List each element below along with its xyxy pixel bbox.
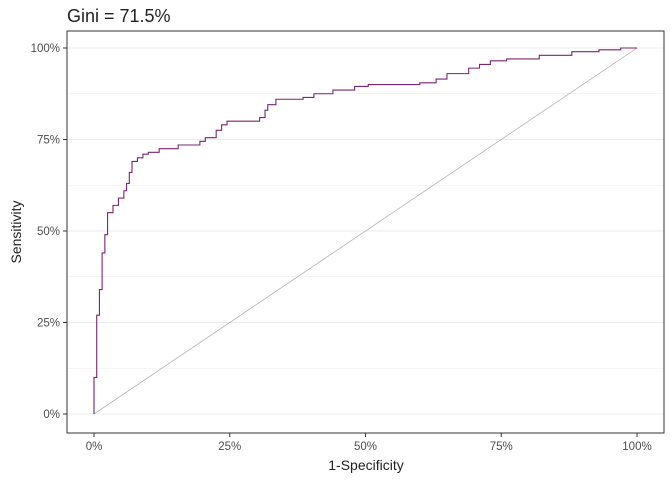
roc-series <box>93 47 637 414</box>
y-tick-label: 25% <box>37 318 60 330</box>
x-axis-title: 1-Specificity <box>328 457 403 473</box>
chart-title: Gini = 71.5% <box>67 6 171 26</box>
x-tick-label: 75% <box>490 441 513 453</box>
panel-border <box>66 30 665 434</box>
x-tick-label: 25% <box>218 441 241 453</box>
x-tick-label: 50% <box>354 441 377 453</box>
y-tick-label: 0% <box>43 409 60 421</box>
roc-curve-line <box>93 47 637 414</box>
x-axis-ticks: 0% 25% 50% 75% 100% <box>86 433 652 453</box>
y-axis-ticks: 0% 25% 50% 75% 100% <box>31 43 67 421</box>
y-tick-label: 75% <box>37 135 60 147</box>
y-tick-label: 50% <box>37 226 60 238</box>
y-tick-label: 100% <box>31 43 60 55</box>
x-tick-label: 100% <box>622 441 651 453</box>
y-axis-title: Sensitivity <box>8 200 24 263</box>
reference-line <box>93 47 638 415</box>
diagonal-reference-line <box>93 47 638 415</box>
x-tick-label: 0% <box>86 441 103 453</box>
